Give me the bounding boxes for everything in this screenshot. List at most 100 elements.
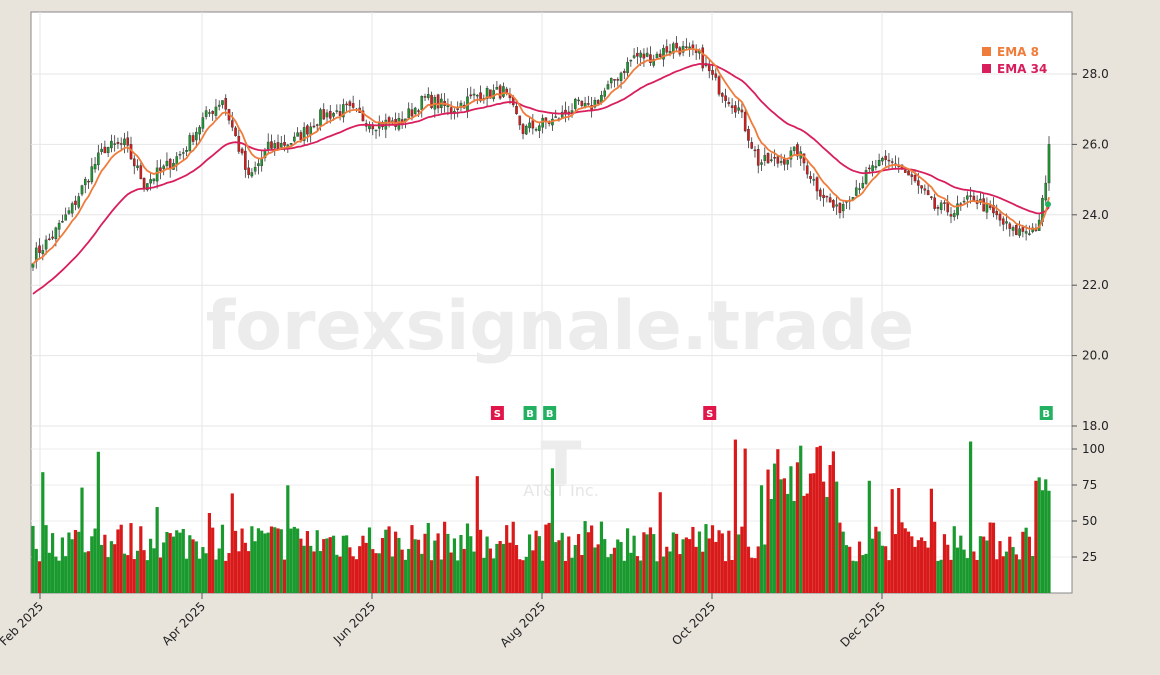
volume-bar [720, 533, 724, 593]
volume-bar [949, 559, 953, 593]
volume-bar [524, 556, 528, 593]
candle [110, 134, 113, 153]
volume-bar [717, 530, 721, 593]
volume-bar [446, 533, 450, 593]
volume-bar [560, 532, 564, 593]
candle [188, 132, 192, 152]
volume-bar [403, 559, 408, 593]
price-tick-label: 24.0 [1082, 208, 1109, 222]
volume-bar [184, 558, 189, 593]
volume-bar [269, 526, 274, 593]
volume-bar [165, 531, 169, 593]
candle [240, 147, 244, 156]
candle [97, 144, 100, 171]
candle [655, 51, 659, 59]
candle [436, 93, 440, 114]
volume-bar [41, 472, 45, 593]
candle [766, 152, 770, 164]
volume-bar [289, 528, 293, 593]
volume-bar [756, 546, 760, 593]
volume-bar [198, 558, 202, 593]
volume-bar [100, 544, 104, 593]
candle [796, 142, 799, 161]
candle [524, 124, 528, 136]
volume-bar [106, 557, 110, 593]
time-axis: Feb 2025 Apr 2025 Jun 2025 Aug 2025 Oct 2025… [0, 593, 888, 650]
volume-bar [331, 535, 336, 593]
candle [201, 112, 205, 133]
volume-bar [345, 535, 349, 593]
volume-bar [276, 528, 280, 593]
volume-bar [740, 526, 744, 593]
volume-bar [776, 449, 780, 593]
volume-bar [374, 553, 378, 593]
candle [877, 153, 881, 167]
volume-bar [714, 541, 718, 593]
candle [136, 159, 139, 171]
candle [67, 207, 71, 216]
volume-bar [1011, 547, 1015, 593]
volume-bar [51, 533, 55, 593]
volume-bar [204, 553, 208, 593]
candle [939, 200, 943, 214]
candle [178, 150, 182, 160]
volume-bar [554, 542, 558, 593]
volume-bar [652, 534, 656, 593]
volume-bar [544, 524, 548, 593]
candle [926, 183, 930, 196]
volume-bar [86, 551, 91, 593]
volume-bar [80, 487, 84, 593]
price-tick-label: 20.0 [1082, 349, 1109, 363]
candle [159, 159, 162, 180]
volume-bar [171, 536, 176, 593]
volume-bar [113, 544, 117, 593]
volume-bar [1014, 554, 1018, 593]
volume-bar [933, 521, 937, 593]
candle [819, 187, 822, 202]
volume-bar [936, 560, 940, 593]
volume-bar [149, 538, 153, 593]
legend: EMA 8 EMA 34 [982, 45, 1047, 76]
volume-bar [152, 548, 156, 593]
volume-bar [851, 560, 855, 593]
price-tick-label: 18.0 [1082, 419, 1109, 433]
volume-bar [315, 530, 319, 593]
volume-bar [47, 552, 51, 593]
volume-bar [959, 535, 963, 593]
candle [1015, 223, 1018, 236]
volume-bar [998, 541, 1002, 593]
volume-bar [429, 560, 434, 593]
volume-bar [57, 560, 61, 593]
candle [763, 147, 767, 166]
volume-bar [175, 530, 179, 593]
candle [629, 59, 633, 67]
candle [221, 100, 224, 109]
volume-bar [253, 541, 257, 593]
candle [675, 36, 678, 52]
volume-bar [341, 535, 345, 593]
volume-bar [635, 556, 639, 593]
candle [832, 199, 835, 212]
volume-bar [1034, 480, 1038, 593]
volume-bar [54, 556, 58, 593]
volume-bar [237, 551, 241, 593]
candle [234, 126, 237, 137]
volume-bar [335, 554, 339, 593]
candle [146, 183, 149, 192]
volume-bar [570, 557, 574, 593]
ema-8-line [32, 47, 1050, 265]
volume-bars [31, 439, 1051, 593]
volume-bar [808, 473, 813, 593]
volume-bar [1004, 551, 1009, 593]
volume-bar [1047, 490, 1051, 593]
volume-bar [962, 549, 966, 593]
volume-bar [779, 479, 783, 593]
volume-bar [227, 553, 231, 593]
volume-bar [910, 536, 914, 593]
volume-bar [462, 548, 466, 593]
time-tick-label: Oct 2025 [669, 599, 718, 648]
candle [469, 86, 473, 99]
candle [933, 193, 936, 211]
candle [100, 143, 103, 155]
volume-bar [488, 548, 492, 593]
